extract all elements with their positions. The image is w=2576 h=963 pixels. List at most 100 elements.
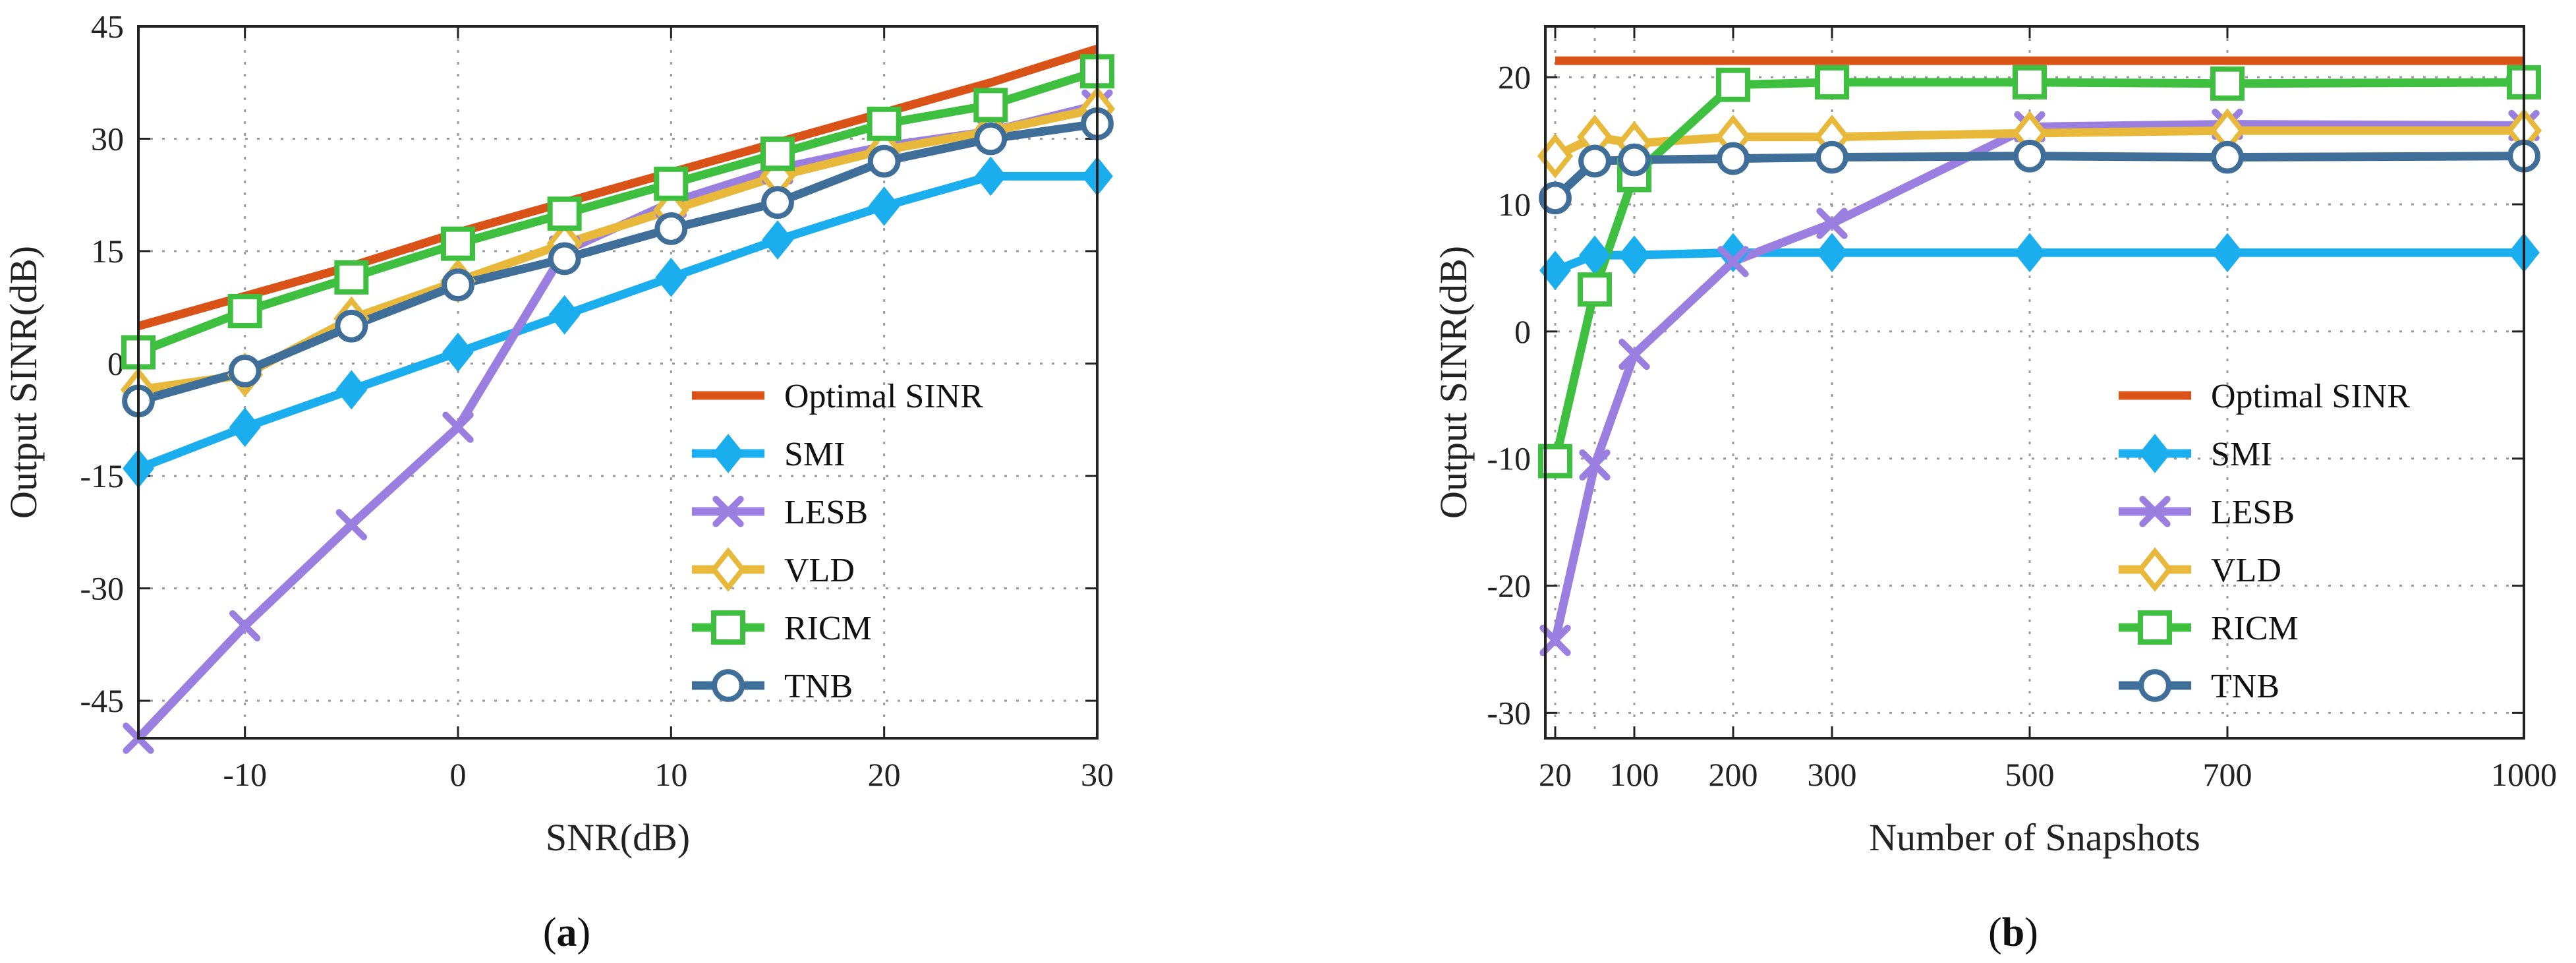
- y-tick-label: 15: [91, 233, 124, 270]
- data-point-ricm: [2210, 66, 2245, 101]
- data-point-ricm: [760, 136, 795, 171]
- data-point-smi: [229, 407, 261, 448]
- data-point-smi: [548, 295, 581, 335]
- data-point-lesb: [1717, 246, 1749, 277]
- data-point-tnb: [2013, 139, 2046, 173]
- legend-label-smi: SMI: [2211, 436, 2272, 473]
- data-point-lesb: [1816, 208, 1848, 239]
- legend-label-tnb: TNB: [2211, 668, 2279, 705]
- y-tick-label: -10: [1487, 440, 1531, 477]
- series-line-ricm: [1551, 78, 2524, 463]
- data-point-smi: [1816, 233, 1848, 273]
- x-tick-label: -10: [223, 756, 267, 793]
- x-tick-label: 0: [450, 756, 467, 793]
- y-tick-label: 45: [91, 8, 124, 45]
- x-tick-label: 700: [2203, 756, 2252, 793]
- legend-marker-tnb: [712, 669, 745, 702]
- data-point-tnb: [228, 355, 262, 388]
- y-tick-label: 0: [1514, 313, 1531, 350]
- legend-label-ricm: RICM: [784, 610, 872, 647]
- y-tick-label: -30: [80, 570, 124, 607]
- y-tick-label: -30: [1487, 694, 1531, 731]
- y-tick-label: -15: [80, 457, 124, 494]
- x-tick-label: 10: [654, 756, 687, 793]
- chart-a: -10 0 10 20 30 -45 -30 -15 0 15 30 45 SNR(dB) Output …: [2, 8, 1116, 955]
- y-tick-label: -20: [1487, 568, 1531, 604]
- y-tick-label: 10: [1498, 186, 1531, 223]
- x-tick-label: 20: [1539, 756, 1572, 793]
- y-axis-label: Output SINR(dB): [1432, 246, 1475, 519]
- data-point-smi: [442, 332, 474, 372]
- legend-marker-vld: [2136, 547, 2173, 592]
- data-point-tnb: [1578, 144, 1611, 178]
- data-point-ricm: [547, 196, 582, 231]
- series-line-tnb: [138, 119, 1097, 405]
- data-point-ricm: [1578, 272, 1612, 307]
- panel-caption: (a): [543, 910, 590, 955]
- legend-marker-ricm: [711, 610, 745, 645]
- data-point-lesb: [1618, 338, 1650, 370]
- data-point-ricm: [867, 106, 902, 141]
- legend: Optimal SINR SMI LESB VLD RICM TNB: [692, 378, 983, 705]
- x-tick-label: 1000: [2491, 756, 2557, 793]
- data-point-tnb: [1816, 140, 1848, 174]
- data-point-smi: [762, 220, 793, 260]
- series-markers: [1537, 65, 2542, 657]
- data-point-tnb: [1717, 142, 1750, 175]
- y-tick-label: 20: [1498, 59, 1531, 96]
- legend-marker-vld: [710, 547, 747, 592]
- series-lines: [138, 44, 1097, 738]
- x-tick-label: 30: [1081, 756, 1114, 793]
- y-tick-label: 0: [107, 345, 124, 382]
- data-point-lesb: [335, 509, 368, 540]
- data-point-smi: [335, 370, 368, 410]
- x-axis-label: SNR(dB): [546, 816, 690, 859]
- ticks: -10 0 10 20 30 -45 -30 -15 0 15 30 45: [80, 8, 1114, 793]
- data-point-lesb: [1539, 624, 1571, 657]
- legend-marker-lesb: [2139, 496, 2171, 527]
- legend-marker-ricm: [2138, 610, 2172, 645]
- legend-label-lesb: LESB: [2211, 494, 2295, 531]
- data-point-tnb: [867, 144, 901, 178]
- data-point-smi: [2014, 233, 2046, 273]
- series-line-ricm: [138, 67, 1097, 357]
- data-point-tnb: [1618, 143, 1651, 177]
- legend-label-smi: SMI: [784, 436, 845, 473]
- data-point-tnb: [335, 309, 368, 343]
- data-point-lesb: [442, 411, 474, 443]
- panel-caption: (b): [1988, 910, 2038, 955]
- data-point-smi: [1717, 233, 1749, 273]
- x-tick-label: 300: [1808, 756, 1857, 793]
- data-point-ricm: [1815, 65, 1849, 100]
- x-tick-label: 100: [1610, 756, 1659, 793]
- legend-marker-tnb: [2138, 669, 2171, 702]
- x-tick-label: 200: [1709, 756, 1758, 793]
- data-point-smi: [655, 257, 687, 297]
- data-point-lesb: [229, 610, 261, 642]
- data-point-ricm: [2013, 65, 2047, 100]
- x-tick-label: 500: [2005, 756, 2055, 793]
- data-point-ricm: [1716, 67, 1750, 102]
- data-point-smi: [2212, 233, 2243, 273]
- data-point-tnb: [2211, 140, 2244, 174]
- axes-box: [1544, 25, 2525, 740]
- data-point-ricm: [654, 166, 689, 201]
- data-point-tnb: [1539, 181, 1572, 215]
- x-tick-label: 20: [868, 756, 901, 793]
- legend-label-ricm: RICM: [2211, 610, 2299, 647]
- legend-marker-smi: [712, 434, 744, 473]
- data-point-lesb: [1579, 449, 1611, 481]
- axes-box: [137, 25, 1099, 740]
- data-point-smi: [868, 186, 900, 226]
- ticks: 20 100 200 300 500 700 1000 -30 -20 -10 0 10 20: [1487, 26, 2557, 793]
- data-point-tnb: [654, 212, 688, 245]
- data-point-tnb: [548, 242, 581, 276]
- data-point-tnb: [761, 186, 794, 219]
- legend-marker-lesb: [712, 496, 744, 527]
- legend-marker-smi: [2139, 434, 2171, 473]
- x-axis-label: Number of Snapshots: [1869, 816, 2200, 859]
- legend-label-tnb: TNB: [784, 668, 853, 705]
- legend-label-vld: VLD: [2211, 552, 2281, 589]
- data-point-ricm: [334, 260, 369, 295]
